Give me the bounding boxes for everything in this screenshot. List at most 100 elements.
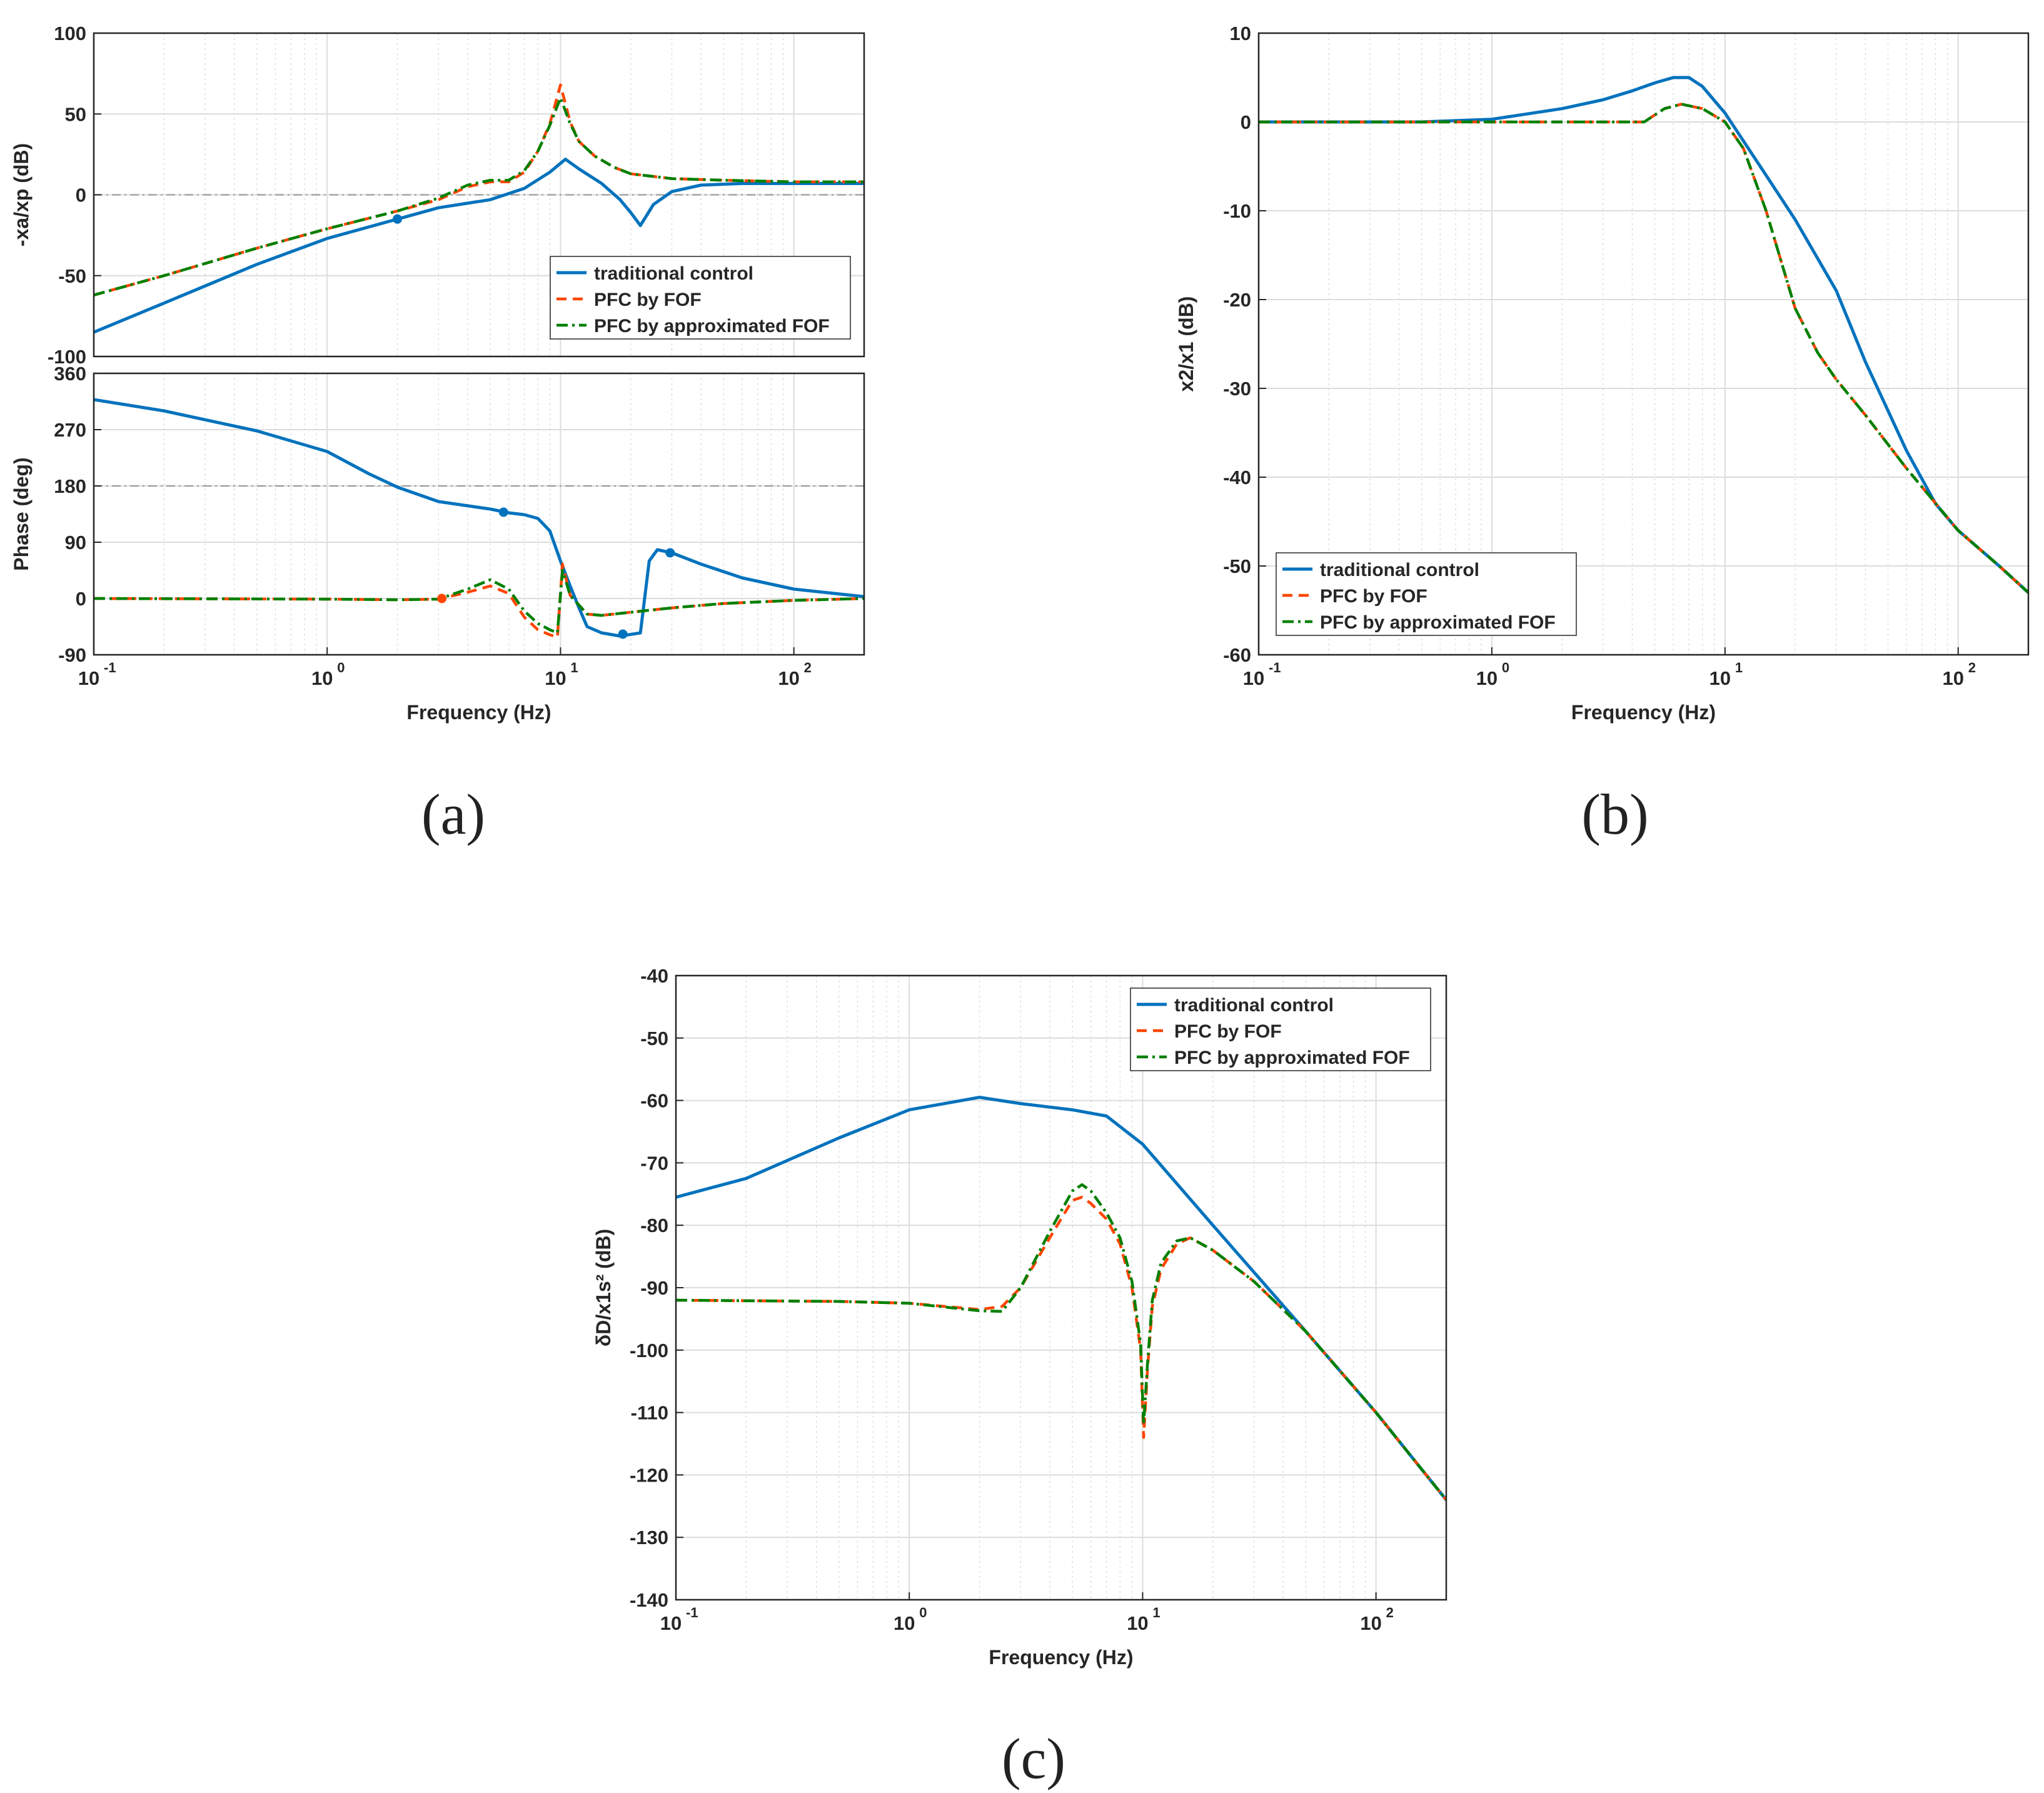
y-tick-label: -90 — [58, 644, 86, 666]
legend-label: traditional control — [1174, 995, 1334, 1016]
legend-label: traditional control — [594, 263, 753, 284]
y-tick-label: 100 — [54, 23, 86, 44]
legend: traditional control PFC by FOF PFC by appr… — [1130, 987, 1431, 1071]
y-tick-label: 0 — [1241, 111, 1251, 133]
y-tick-label: -140 — [630, 1589, 668, 1611]
x-axis-label: Frequency (Hz) — [989, 1646, 1133, 1669]
legend-box — [1130, 987, 1431, 1071]
y-axis-label: -xa/xp (dB) — [10, 143, 33, 246]
x-tick-exponent: 0 — [1502, 660, 1509, 675]
legend-box — [550, 256, 851, 340]
legend-label: PFC by approximated FOF — [1320, 612, 1556, 633]
x-tick-exponent: -1 — [104, 660, 116, 675]
x-tick-label: 10 — [78, 667, 99, 689]
y-tick-label: -130 — [630, 1527, 668, 1548]
y-tick-label: 0 — [76, 588, 86, 610]
y-tick-label: -60 — [1223, 644, 1251, 666]
y-axis-label: Phase (deg) — [10, 457, 33, 570]
y-tick-label: 180 — [54, 475, 86, 497]
series-line-traditional-control — [1259, 76, 2028, 594]
axes-frame — [1257, 32, 2030, 656]
y-tick-label: 90 — [65, 532, 86, 553]
y-tick-label: -110 — [631, 1402, 668, 1424]
x-axis-label: Frequency (Hz) — [406, 701, 551, 724]
legend-label: PFC by FOF — [1174, 1021, 1282, 1042]
x-tick-label: 10 — [1127, 1612, 1148, 1634]
x-tick-label: 10 — [545, 667, 566, 689]
legend-label: PFC by approximated FOF — [1174, 1048, 1410, 1068]
caption-a: (a) — [421, 782, 485, 846]
x-tick-label: 10 — [778, 667, 799, 689]
series-line-pfc-by-approximated-fof — [94, 568, 864, 635]
series-line-pfc-by-approximated-fof — [676, 1183, 1446, 1501]
series-line-pfc-by-approximated-fof — [94, 96, 864, 296]
data-marker — [437, 593, 447, 604]
legend: traditional control PFC by FOF PFC by appr… — [1276, 552, 1577, 636]
series-line-pfc-by-approximated-fof — [1259, 103, 2028, 594]
y-tick-label: -50 — [1223, 555, 1251, 577]
plot-area — [1259, 33, 2028, 655]
legend: traditional control PFC by FOF PFC by appr… — [550, 256, 851, 340]
x-tick-exponent: 0 — [919, 1605, 927, 1620]
y-tick-label: -30 — [1223, 378, 1251, 400]
y-tick-label: -40 — [1223, 467, 1251, 488]
y-tick-label: 0 — [76, 184, 86, 206]
x-tick-exponent: -1 — [1269, 660, 1281, 675]
legend-label: PFC by FOF — [594, 290, 702, 310]
y-tick-label: 10 — [1230, 23, 1251, 44]
x-tick-label: 10 — [1243, 667, 1264, 689]
axes-frame — [93, 32, 865, 358]
plot-c: -40-50-60-70-80-90-100-110-120-130-14010… — [592, 965, 1447, 1669]
caption-c: (c) — [1002, 1727, 1065, 1790]
axes-frame — [93, 372, 865, 656]
y-tick-label: 360 — [54, 363, 86, 385]
y-tick-label: -90 — [640, 1277, 668, 1299]
data-marker — [393, 214, 403, 224]
y-axis-label: δD/x1s² (dB) — [592, 1229, 615, 1346]
data-marker — [498, 507, 508, 517]
x-tick-exponent: 2 — [804, 660, 812, 675]
caption-b: (b) — [1581, 782, 1648, 846]
legend-label: traditional control — [1320, 560, 1479, 580]
x-tick-exponent: 1 — [1152, 1605, 1160, 1620]
y-tick-label: -120 — [630, 1464, 668, 1486]
y-tick-label: 50 — [65, 103, 86, 125]
x-tick-exponent: 2 — [1968, 660, 1976, 675]
x-tick-label: 10 — [311, 667, 333, 689]
plot-area — [94, 373, 864, 655]
legend-box — [1276, 552, 1577, 636]
y-tick-label: -70 — [640, 1152, 668, 1174]
y-tick-label: -20 — [1223, 289, 1251, 311]
data-marker — [618, 629, 628, 639]
y-tick-label: -60 — [640, 1090, 668, 1112]
x-tick-label: 10 — [894, 1612, 915, 1634]
x-tick-label: 10 — [1360, 1612, 1381, 1634]
legend-label: PFC by approximated FOF — [594, 316, 830, 336]
y-axis-label: x2/x1 (dB) — [1175, 296, 1197, 392]
y-tick-label: -50 — [58, 265, 86, 287]
y-tick-label: -80 — [640, 1215, 668, 1236]
x-tick-exponent: 1 — [570, 660, 578, 675]
y-tick-label: -10 — [1223, 200, 1251, 222]
x-tick-exponent: 2 — [1386, 1605, 1394, 1620]
y-tick-label: -50 — [640, 1028, 668, 1049]
x-tick-label: 10 — [1476, 667, 1498, 689]
x-tick-exponent: 0 — [337, 660, 345, 675]
x-tick-exponent: 1 — [1735, 660, 1743, 675]
axes-frame — [675, 974, 1447, 1601]
legend-label: PFC by FOF — [1320, 586, 1427, 607]
x-tick-label: 10 — [660, 1612, 682, 1634]
y-tick-label: -40 — [640, 965, 668, 987]
data-marker — [665, 548, 675, 558]
x-tick-label: 10 — [1709, 667, 1731, 689]
series-line-traditional-control — [94, 158, 864, 334]
y-tick-label: -100 — [48, 346, 86, 368]
x-tick-label: 10 — [1942, 667, 1963, 689]
y-tick-label: -100 — [630, 1340, 668, 1361]
x-tick-exponent: -1 — [686, 1605, 698, 1620]
plot-a-magnitude: 100 50 0 -50 -100 -xa/xp (dB) traditional cont… — [10, 23, 865, 368]
y-tick-label: 270 — [54, 419, 86, 441]
